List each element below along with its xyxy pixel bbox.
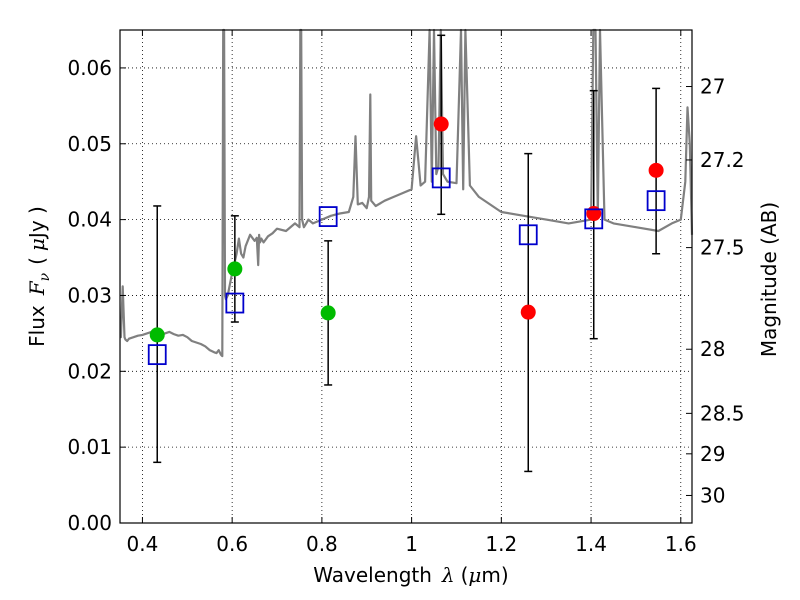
y-tick-label: 0.06 (67, 56, 112, 80)
blue-square-marker (147, 344, 167, 366)
model-spectrum-line (119, 28, 694, 358)
red-circle-marker (520, 304, 536, 320)
y2-tick-label: 29 (700, 442, 725, 466)
x-tick-label: 1.2 (485, 532, 517, 556)
x-axis: 0.4 0.6 0.8 1 1.2 1.4 1.6 (127, 30, 697, 556)
y2-axis: 27 27.2 27.5 28 28.5 29 30 (686, 75, 745, 507)
red-circle-marker (648, 162, 664, 178)
x-tick-label: 1 (405, 532, 418, 556)
y2-tick-label: 27 (700, 75, 725, 99)
x-tick-label: 1.6 (665, 532, 697, 556)
blue-square-marker (431, 167, 451, 189)
blue-square-marker (584, 208, 604, 230)
grid (120, 30, 692, 524)
red-circle-marker (586, 206, 602, 222)
errorbar-layer (153, 34, 661, 473)
x-axis-title: Wavelength λ (μm) (313, 563, 508, 587)
red-circle-marker (433, 116, 449, 132)
y2-tick-label: 27.2 (700, 148, 745, 172)
x-tick-label: 1.4 (575, 532, 607, 556)
y2-tick-label: 28 (700, 337, 725, 361)
plot-frame (119, 29, 693, 524)
x-tick-label: 0.4 (127, 532, 159, 556)
blue-square-marker (225, 292, 245, 314)
green-circle-marker (320, 305, 336, 321)
y2-tick-label: 28.5 (700, 401, 745, 425)
green-circle-marker (149, 327, 165, 343)
y-tick-label: 0.03 (67, 283, 112, 307)
y-tick-label: 0.00 (67, 511, 112, 535)
blue-square-marker (646, 190, 666, 212)
green-circle-marker (227, 261, 243, 277)
y-tick-label: 0.05 (67, 132, 112, 156)
y2-axis-title: Magnitude (AB) (757, 202, 781, 357)
y2-tick-label: 27.5 (700, 236, 745, 260)
blue-square-marker (518, 224, 538, 246)
blue-square-marker (318, 206, 338, 227)
x-tick-label: 0.6 (216, 532, 248, 556)
model-spectrum-layer (119, 28, 694, 358)
x-tick-label: 0.8 (306, 532, 338, 556)
y-axis-title: FluxFν(μJy ) (25, 206, 53, 347)
marker-layer (147, 116, 666, 366)
y2-tick-label: 30 (700, 483, 725, 507)
y-tick-label: 0.04 (67, 208, 112, 232)
y-tick-label: 0.02 (67, 359, 112, 383)
y-tick-label: 0.01 (67, 435, 112, 459)
y-axis: 0.00 0.01 0.02 0.03 0.04 0.05 0.06 (67, 56, 126, 535)
